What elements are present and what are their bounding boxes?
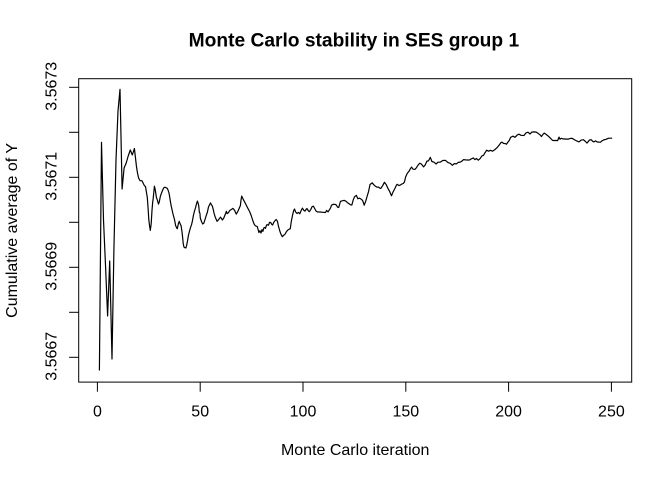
svg-text:250: 250 — [598, 404, 625, 421]
svg-text:3.5671: 3.5671 — [43, 152, 60, 201]
svg-text:3.5673: 3.5673 — [43, 62, 60, 111]
svg-text:100: 100 — [290, 404, 317, 421]
svg-text:Monte Carlo iteration: Monte Carlo iteration — [281, 442, 430, 459]
svg-text:3.5667: 3.5667 — [43, 332, 60, 381]
svg-text:50: 50 — [191, 404, 209, 421]
svg-text:200: 200 — [495, 404, 522, 421]
svg-text:Cumulative average of Y: Cumulative average of Y — [4, 143, 21, 318]
svg-text:Monte Carlo stability in SES g: Monte Carlo stability in SES group 1 — [189, 30, 520, 51]
svg-text:0: 0 — [93, 404, 102, 421]
svg-text:150: 150 — [392, 404, 419, 421]
svg-text:3.5669: 3.5669 — [43, 242, 60, 291]
